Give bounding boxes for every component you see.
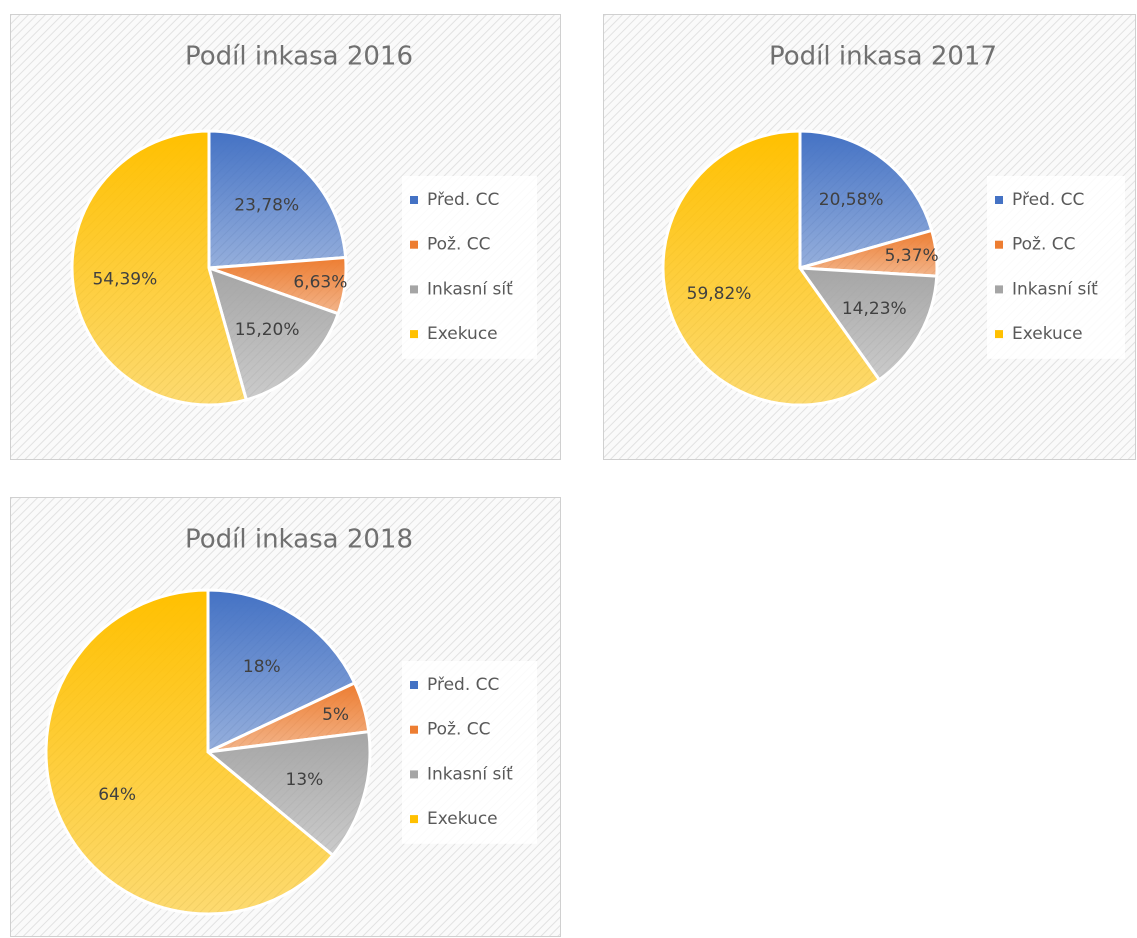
pie-slice [44,588,335,916]
chart-panel: Podíl inkasa 2016 23,78% 6,63% 15,20% 54,39%… [10,14,561,460]
legend-label: Před. CC [1012,190,1084,210]
data-label: 18% [243,657,281,677]
data-label: 59,82% [687,284,752,304]
pie-slice [206,588,357,755]
legend-swatch [995,240,1003,249]
pie-slice [796,266,939,382]
legend-swatch [995,196,1003,204]
legend-swatch [995,285,1003,294]
chart-title: Podíl inkasa 2017 [769,42,997,72]
pie-slice [204,730,372,858]
pie-slice [207,129,348,270]
legend-label: Před. CC [427,675,499,695]
pie-slice [798,129,934,270]
data-label: 23,78% [234,196,299,216]
data-label: 5,37% [885,246,939,266]
pie-slice [206,265,341,402]
legend-label: Exekuce [427,809,498,829]
data-label: 6,63% [293,273,347,293]
data-label: 20,58% [819,190,884,210]
chart-title: Podíl inkasa 2018 [185,525,413,555]
pie-slice [70,129,249,407]
legend-swatch [410,196,418,204]
legend-label: Inkasní síť [1012,279,1098,299]
legend-label: Pož. CC [427,235,491,255]
legend-label: Exekuce [1012,324,1083,344]
data-label: 13% [286,770,324,790]
legend-label: Pož. CC [1012,235,1076,255]
data-label: 15,20% [235,320,300,340]
data-label: 64% [98,785,136,805]
pie-slice [661,129,882,407]
chart-panel: Podíl inkasa 2017 20,58% 5,37% 14,23% 59,82%… [603,14,1136,460]
data-label: 54,39% [92,270,157,290]
legend-label: Exekuce [427,324,498,344]
chart-panel: Podíl inkasa 2018 18% 5% 13% 64% Před. CC Pož.… [10,497,561,937]
legend-swatch [410,725,418,734]
legend-box [402,661,537,844]
legend-label: Inkasní síť [427,764,513,784]
data-label: 5% [322,705,349,725]
legend-swatch [410,815,418,824]
chart-title: Podíl inkasa 2016 [185,42,413,72]
legend-swatch [410,285,418,294]
legend-swatch [410,681,418,689]
legend-label: Před. CC [427,190,499,210]
legend-label: Pož. CC [427,720,491,740]
legend-box [987,176,1125,359]
legend-swatch [410,770,418,779]
legend-swatch [410,240,418,249]
legend-swatch [995,330,1003,339]
legend-swatch [410,330,418,339]
legend-box [402,176,537,359]
legend-label: Inkasní síť [427,279,513,299]
data-label: 14,23% [842,299,907,319]
